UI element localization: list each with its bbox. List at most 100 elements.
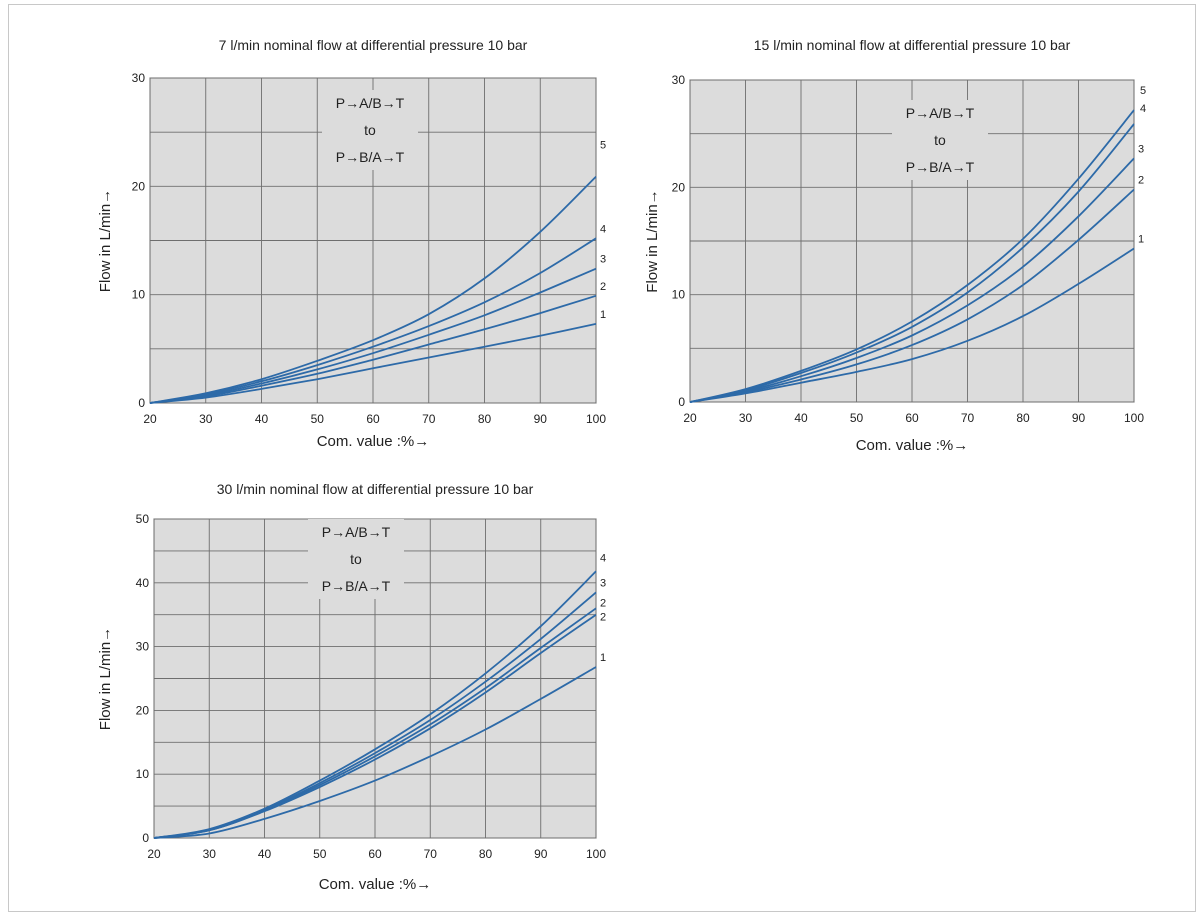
series-line-2: [149, 294, 597, 404]
series-line-1: [689, 247, 1135, 403]
x-tick-label: 30: [739, 411, 753, 425]
series-line-4: [149, 237, 597, 404]
y-axis-label: Flow in L/min→: [97, 627, 114, 730]
series-label: 1: [600, 652, 606, 664]
note-background: [308, 519, 404, 599]
y-tick-label: 20: [132, 179, 146, 193]
y-tick-label: 10: [672, 288, 686, 302]
note-line: P→A/B→T: [906, 105, 975, 121]
y-tick-label: 30: [132, 71, 146, 85]
chart-title: 30 l/min nominal flow at differential pr…: [217, 481, 534, 497]
x-tick-label: 80: [1016, 411, 1030, 425]
y-tick-label: 0: [678, 395, 685, 409]
flow-direction-note: P→A/B→T to P→B/A→T: [322, 90, 418, 170]
series-label: 2: [600, 597, 606, 609]
x-tick-label: 50: [850, 411, 864, 425]
x-tick-label: 30: [199, 412, 213, 426]
grid-lines: [153, 518, 597, 839]
flow-direction-note: P→A/B→T to P→B/A→T: [308, 519, 404, 599]
series-label: 4: [1140, 103, 1146, 115]
x-tick-label: 90: [534, 847, 548, 861]
series-label: 2: [1138, 174, 1144, 186]
note-background: [322, 90, 418, 170]
x-tick-label: 70: [961, 411, 975, 425]
series-line-5: [149, 175, 597, 404]
x-axis-label: Com. value :%→: [319, 876, 432, 893]
y-tick-label: 50: [136, 512, 150, 526]
chart-title: 7 l/min nominal flow at differential pre…: [219, 37, 528, 53]
x-tick-label: 100: [1124, 411, 1144, 425]
x-tick-label: 90: [534, 412, 548, 426]
y-axis-label: Flow in L/min→: [97, 189, 114, 292]
x-tick-label: 50: [313, 847, 327, 861]
series-line-5: [689, 109, 1135, 403]
series-label: 3: [600, 577, 606, 589]
y-tick-label: 30: [136, 640, 150, 654]
series-line-4: [689, 123, 1135, 403]
series-label: 5: [600, 140, 606, 152]
x-tick-label: 80: [478, 412, 492, 426]
series-label: 2: [600, 612, 606, 624]
x-tick-label: 100: [586, 412, 606, 426]
note-line: to: [364, 122, 376, 138]
series-line-3: [689, 157, 1135, 403]
series-label: 1: [1138, 234, 1144, 246]
note-line: P→B/A→T: [906, 159, 975, 175]
series-label: 4: [600, 223, 606, 235]
note-line: to: [350, 551, 362, 567]
series-label: 3: [600, 254, 606, 266]
series-group: [153, 570, 597, 839]
grid-lines: [149, 77, 597, 404]
flow-direction-note: P→A/B→T to P→B/A→T: [892, 100, 988, 180]
y-tick-label: 30: [672, 73, 686, 87]
x-tick-label: 50: [311, 412, 325, 426]
x-tick-label: 20: [143, 412, 157, 426]
x-tick-label: 100: [586, 847, 606, 861]
series-line-3: [149, 267, 597, 404]
y-axis-label: Flow in L/min→: [644, 189, 661, 292]
y-tick-label: 10: [132, 288, 146, 302]
series-group: [149, 175, 597, 404]
y-tick-label: 20: [136, 703, 150, 717]
x-tick-label: 30: [203, 847, 217, 861]
note-line: P→A/B→T: [336, 95, 405, 111]
series-line-1: [153, 666, 597, 839]
series-label: 2: [600, 281, 606, 293]
x-tick-label: 60: [905, 411, 919, 425]
note-line: P→B/A→T: [322, 578, 391, 594]
series-line-2: [689, 188, 1135, 403]
x-tick-label: 40: [258, 847, 272, 861]
y-tick-label: 0: [138, 396, 145, 410]
y-tick-label: 10: [136, 767, 150, 781]
x-tick-label: 40: [794, 411, 808, 425]
x-tick-label: 70: [424, 847, 438, 861]
series-line-1: [149, 323, 597, 404]
note-line: to: [934, 132, 946, 148]
series-label: 1: [600, 309, 606, 321]
x-tick-label: 90: [1072, 411, 1086, 425]
x-tick-label: 80: [479, 847, 493, 861]
note-background: [892, 100, 988, 180]
note-line: P→B/A→T: [336, 149, 405, 165]
series-label: 5: [1140, 85, 1146, 97]
chart-title: 15 l/min nominal flow at differential pr…: [754, 37, 1071, 53]
x-tick-label: 20: [147, 847, 161, 861]
y-tick-label: 40: [136, 576, 150, 590]
x-axis-label: Com. value :%→: [856, 437, 969, 454]
x-tick-label: 60: [368, 847, 382, 861]
x-tick-label: 70: [422, 412, 436, 426]
x-axis-label: Com. value :%→: [317, 433, 430, 450]
note-line: P→A/B→T: [322, 524, 391, 540]
series-label: 3: [1138, 143, 1144, 155]
y-tick-label: 20: [672, 180, 686, 194]
x-tick-label: 40: [255, 412, 269, 426]
x-tick-label: 20: [683, 411, 697, 425]
series-label: 4: [600, 552, 606, 564]
y-tick-label: 0: [142, 831, 149, 845]
x-tick-label: 60: [366, 412, 380, 426]
series-line-5: [153, 570, 597, 839]
series-group: [689, 109, 1135, 403]
